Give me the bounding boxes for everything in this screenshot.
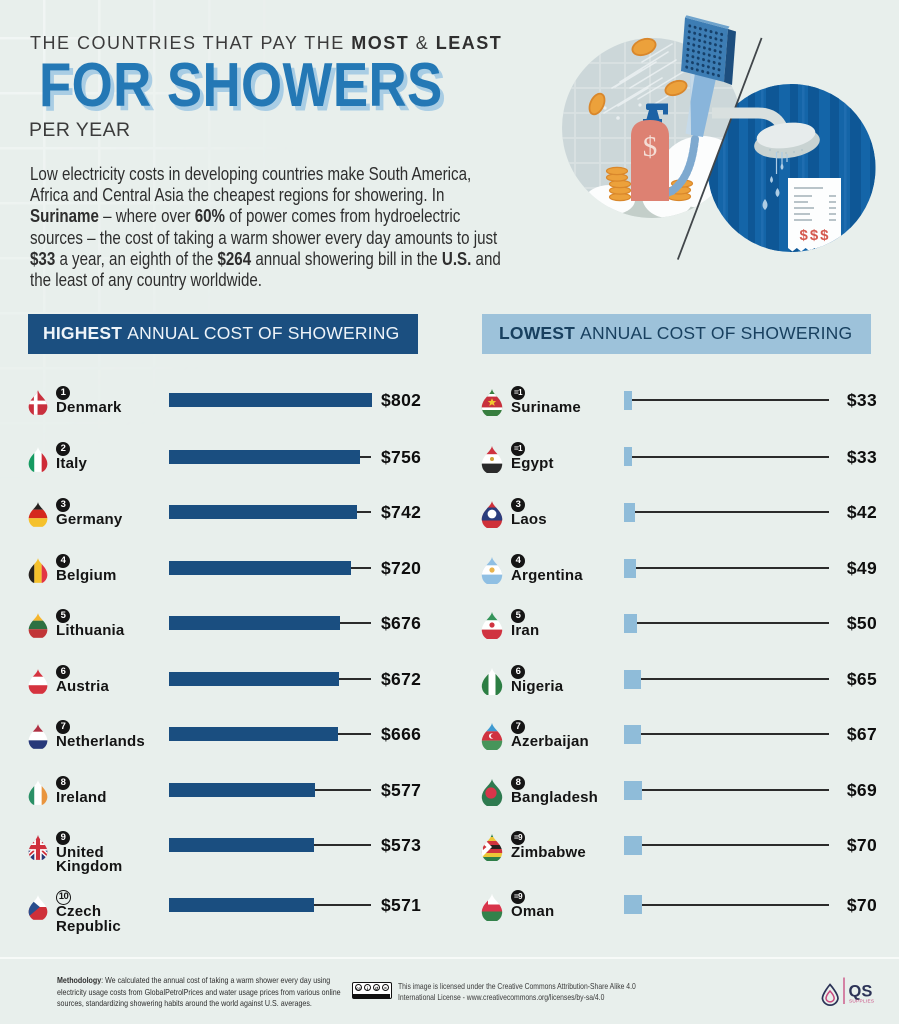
svg-text:SUPPLIES: SUPPLIES [849, 999, 874, 1004]
svg-text:QS: QS [849, 983, 873, 1001]
svg-text:$: $ [643, 131, 658, 163]
svg-text:$$$: $$$ [799, 227, 830, 244]
